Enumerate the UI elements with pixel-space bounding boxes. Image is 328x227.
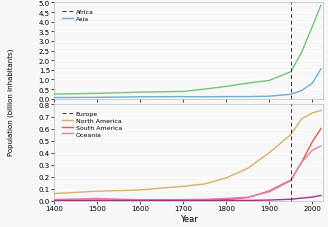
X-axis label: Year: Year	[180, 214, 197, 223]
Legend: Africa, Asia: Africa, Asia	[60, 7, 95, 23]
Legend: Europe, North America, South America, Oceania: Europe, North America, South America, Oc…	[60, 109, 124, 139]
Text: Population (billion inhabitants): Population (billion inhabitants)	[7, 49, 14, 155]
